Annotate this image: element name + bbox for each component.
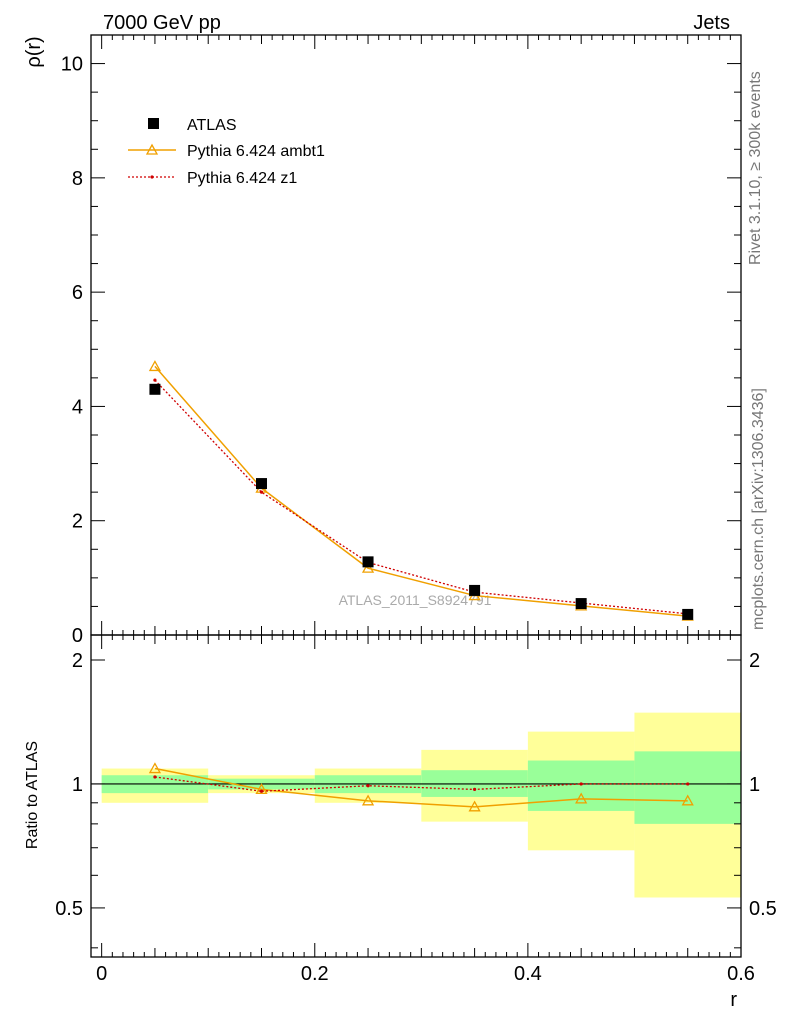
main-ytick-label: 6: [72, 282, 83, 304]
legend-label-z1: Pythia 6.424 z1: [187, 170, 297, 187]
main-point-ambt1: [148, 360, 162, 372]
ratio-ticks: 0.5 0.5 1 1 2 2 0 0.2 0.4 0.6: [55, 635, 777, 985]
main-point-atlas: [469, 584, 481, 596]
main-ytick-label: 10: [61, 54, 83, 76]
ratio-ytick-label-right: 2: [749, 650, 760, 672]
ratio-series: [148, 762, 694, 812]
ratio-line-z1: [154, 776, 688, 792]
legend-label-ambt1: Pythia 6.424 ambt1: [187, 143, 325, 160]
main-point-z1: [259, 490, 264, 494]
ratio-point-ambt1: [148, 762, 162, 774]
legend-marker-z1: [150, 175, 154, 179]
ratio-point-z1: [153, 775, 157, 779]
ratio-panel: 0.5 0.5 1 1 2 2 0 0.2 0.4 0.6 Ratio to ATLAS r: [24, 635, 777, 1011]
main-series: [148, 360, 694, 621]
legend-label-atlas: ATLAS: [187, 117, 237, 134]
ratio-frame: [90, 634, 742, 958]
main-panel: 0 2 4 6 8 10 ATLAS_2011_S8924791 ρ(r) ATLAS P…: [23, 34, 742, 647]
main-point-atlas: [255, 478, 267, 490]
legend: ATLAS Pythia 6.424 ambt1 Pythia 6.424 z1: [128, 117, 325, 187]
main-ylabel: ρ(r): [23, 36, 45, 67]
main-ytick-label: 8: [72, 168, 83, 190]
ratio-xtick-label: 0.2: [301, 963, 329, 985]
main-point-atlas: [682, 608, 694, 620]
ratio-ytick-label: 1: [72, 774, 83, 796]
ratio-point-z1: [473, 787, 477, 792]
side-text-bottom: mcplots.cern.ch [arXiv:1306.3436]: [750, 388, 767, 630]
ratio-point-ambt1: [361, 794, 375, 806]
main-line-z1: [154, 379, 688, 615]
ratio-line-ambt1: [154, 767, 688, 808]
main-ytick-label: 0: [72, 625, 83, 647]
x-axis-label: r: [730, 989, 737, 1011]
main-ytick-label: 2: [72, 511, 83, 533]
header-right: Jets: [693, 12, 730, 34]
ratio-point-ambt1: [575, 792, 588, 804]
watermark: ATLAS_2011_S8924791: [339, 592, 492, 608]
ratio-ytick-label-right: 1: [749, 774, 760, 796]
main-ticks: 0 2 4 6 8 10: [61, 34, 742, 647]
legend-marker-ambt1: [145, 143, 159, 155]
ratio-point-z1: [366, 784, 370, 788]
ratio-point-ambt1: [468, 800, 481, 812]
ratio-point-ambt1: [681, 794, 694, 806]
ratio-ytick-label: 0.5: [55, 898, 83, 920]
legend-marker-atlas: [148, 118, 159, 129]
ratio-xtick-label: 0.4: [514, 963, 542, 985]
side-text-top: Rivet 3.1.10, ≥ 300k events: [747, 71, 764, 265]
main-point-atlas: [362, 556, 374, 568]
header-left: 7000 GeV pp: [103, 12, 221, 34]
main-point-ambt1: [361, 561, 375, 573]
ratio-xtick-label: 0.6: [727, 963, 755, 985]
ratio-ytick-label: 2: [72, 650, 83, 672]
ratio-point-z1: [686, 782, 690, 786]
ratio-bands: [91, 712, 741, 898]
ratio-point-z1: [579, 782, 583, 786]
ratio-xtick-label: 0: [96, 963, 107, 985]
ratio-ytick-label-right: 0.5: [749, 898, 777, 920]
main-point-z1: [153, 378, 157, 382]
main-ytick-label: 4: [72, 396, 83, 418]
ratio-ylabel: Ratio to ATLAS: [24, 741, 41, 849]
main-point-atlas: [149, 383, 161, 395]
band-inner: [634, 751, 741, 824]
main-point-atlas: [575, 598, 587, 610]
ratio-point-z1: [259, 789, 264, 793]
main-line-ambt1: [154, 365, 688, 617]
ratio-point-ambt1: [255, 783, 268, 795]
